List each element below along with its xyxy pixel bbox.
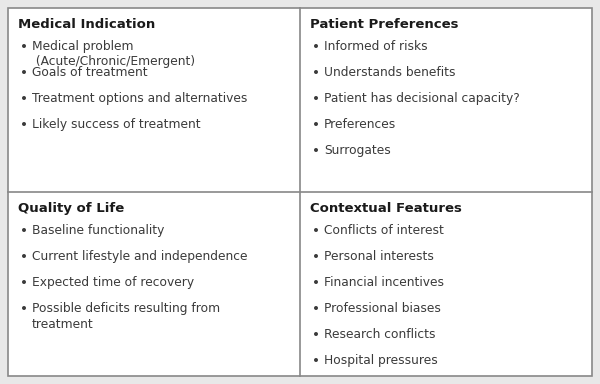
Text: Research conflicts: Research conflicts [324, 328, 436, 341]
Text: Likely success of treatment: Likely success of treatment [32, 118, 200, 131]
Text: Baseline functionality: Baseline functionality [32, 224, 164, 237]
Text: •: • [20, 66, 28, 80]
Text: •: • [312, 328, 320, 342]
Text: Contextual Features: Contextual Features [310, 202, 462, 215]
Text: •: • [20, 302, 28, 316]
Text: •: • [20, 40, 28, 54]
Text: Surrogates: Surrogates [324, 144, 391, 157]
Text: Informed of risks: Informed of risks [324, 40, 428, 53]
Text: •: • [312, 276, 320, 290]
Text: •: • [312, 40, 320, 54]
Text: Treatment options and alternatives: Treatment options and alternatives [32, 92, 247, 105]
Text: Preferences: Preferences [324, 118, 396, 131]
Text: Conflicts of interest: Conflicts of interest [324, 224, 444, 237]
Text: Financial incentives: Financial incentives [324, 276, 444, 289]
Text: Hospital pressures: Hospital pressures [324, 354, 438, 367]
Text: Quality of Life: Quality of Life [18, 202, 124, 215]
Text: •: • [312, 144, 320, 158]
Text: Expected time of recovery: Expected time of recovery [32, 276, 194, 289]
Text: Medical problem
 (Acute/Chronic/Emergent): Medical problem (Acute/Chronic/Emergent) [32, 40, 195, 68]
Text: •: • [312, 250, 320, 264]
Text: Current lifestyle and independence: Current lifestyle and independence [32, 250, 248, 263]
Text: •: • [312, 92, 320, 106]
Text: Possible deficits resulting from
treatment: Possible deficits resulting from treatme… [32, 302, 220, 331]
Text: Personal interests: Personal interests [324, 250, 434, 263]
Text: Medical Indication: Medical Indication [18, 18, 155, 31]
Text: Patient has decisional capacity?: Patient has decisional capacity? [324, 92, 520, 105]
Text: •: • [20, 250, 28, 264]
Text: Professional biases: Professional biases [324, 302, 441, 315]
Text: •: • [312, 302, 320, 316]
Text: Understands benefits: Understands benefits [324, 66, 455, 79]
Text: •: • [312, 66, 320, 80]
Text: •: • [312, 118, 320, 132]
Text: Patient Preferences: Patient Preferences [310, 18, 458, 31]
Text: Goals of treatment: Goals of treatment [32, 66, 148, 79]
Text: •: • [20, 276, 28, 290]
Text: •: • [20, 224, 28, 238]
Text: •: • [312, 354, 320, 368]
Text: •: • [312, 224, 320, 238]
Text: •: • [20, 92, 28, 106]
Text: •: • [20, 118, 28, 132]
